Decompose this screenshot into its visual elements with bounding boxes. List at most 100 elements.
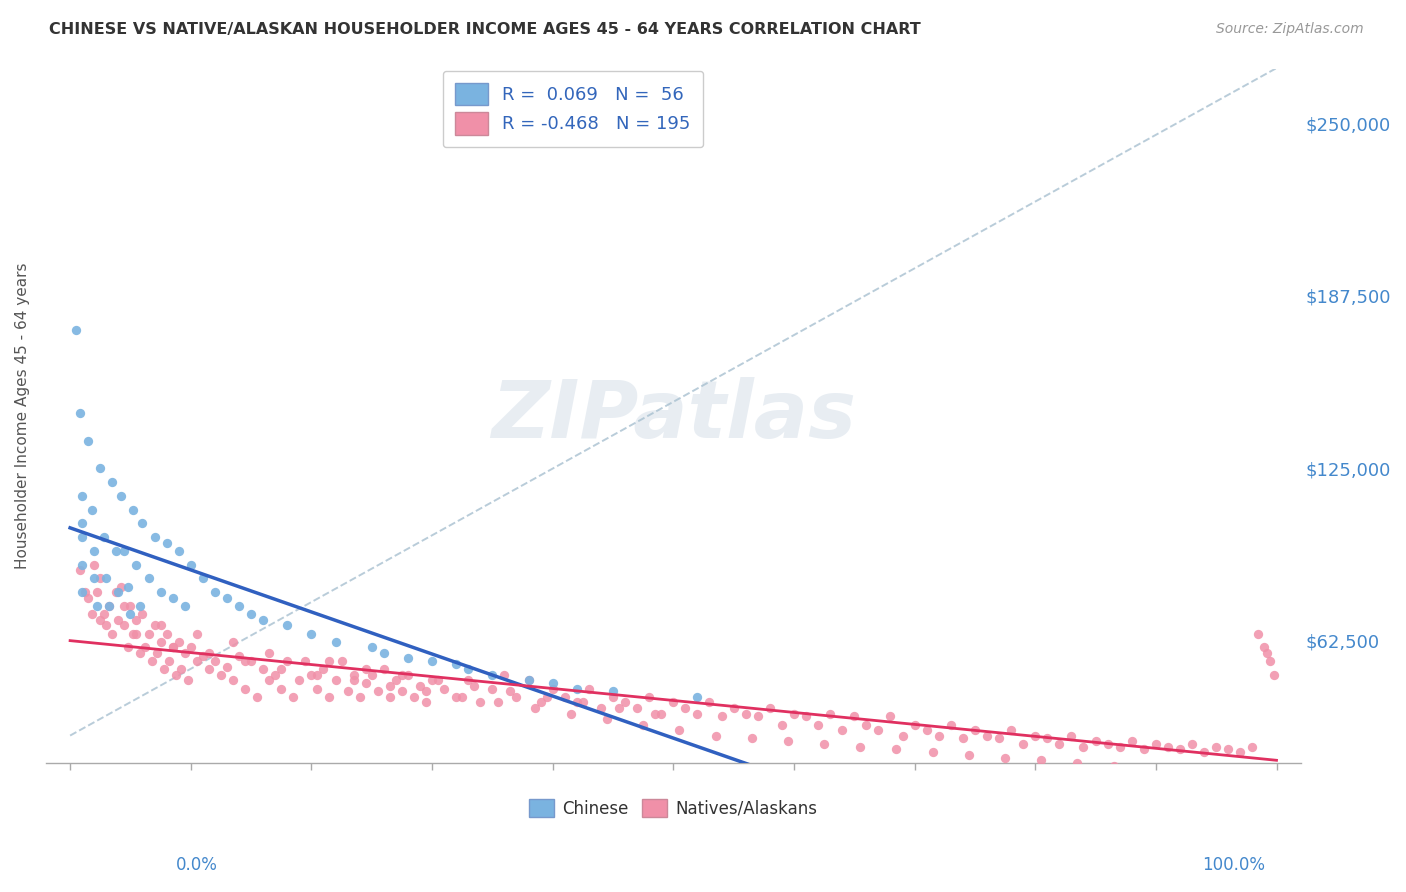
Point <box>391 668 413 682</box>
Point <box>69 563 91 577</box>
Point <box>517 673 540 688</box>
Point <box>1229 745 1251 759</box>
Point <box>294 654 316 668</box>
Point <box>1218 742 1240 756</box>
Point <box>89 613 111 627</box>
Point <box>96 618 118 632</box>
Point <box>1031 753 1053 767</box>
Point <box>1097 737 1119 751</box>
Point <box>354 676 377 690</box>
Point <box>427 673 450 688</box>
Point <box>560 706 582 721</box>
Point <box>131 516 153 531</box>
Point <box>299 626 322 640</box>
Point <box>638 690 661 704</box>
Point <box>101 475 124 489</box>
Point <box>1024 729 1046 743</box>
Point <box>180 558 202 572</box>
Point <box>191 571 214 585</box>
Point <box>1084 734 1107 748</box>
Text: CHINESE VS NATIVE/ALASKAN HOUSEHOLDER INCOME AGES 45 - 64 YEARS CORRELATION CHAR: CHINESE VS NATIVE/ALASKAN HOUSEHOLDER IN… <box>49 22 921 37</box>
Point <box>138 571 160 585</box>
Point <box>626 701 648 715</box>
Point <box>409 679 432 693</box>
Point <box>165 668 187 682</box>
Point <box>759 701 782 715</box>
Point <box>325 673 347 688</box>
Point <box>228 648 250 663</box>
Point <box>198 662 221 676</box>
Point <box>831 723 853 737</box>
Point <box>215 591 238 605</box>
Point <box>129 646 152 660</box>
Point <box>156 626 179 640</box>
Point <box>1066 756 1088 771</box>
Point <box>240 654 263 668</box>
Point <box>673 701 696 715</box>
Point <box>70 489 93 503</box>
Point <box>1139 762 1161 776</box>
Point <box>112 544 135 558</box>
Point <box>117 580 139 594</box>
Point <box>89 571 111 585</box>
Point <box>307 668 329 682</box>
Point <box>233 654 256 668</box>
Point <box>373 646 395 660</box>
Point <box>704 729 727 743</box>
Point <box>97 599 120 613</box>
Point <box>270 681 292 696</box>
Point <box>396 668 419 682</box>
Point <box>891 729 914 743</box>
Point <box>318 690 340 704</box>
Point <box>734 706 756 721</box>
Point <box>1073 739 1095 754</box>
Point <box>391 684 413 698</box>
Point <box>1000 723 1022 737</box>
Point <box>77 591 100 605</box>
Point <box>77 434 100 448</box>
Point <box>578 681 600 696</box>
Point <box>336 684 359 698</box>
Point <box>957 747 980 762</box>
Point <box>644 706 666 721</box>
Point <box>70 530 93 544</box>
Point <box>710 709 733 723</box>
Point <box>565 681 588 696</box>
Point <box>101 626 124 640</box>
Point <box>134 640 156 655</box>
Point <box>143 618 166 632</box>
Point <box>70 516 93 531</box>
Point <box>83 558 105 572</box>
Point <box>69 406 91 420</box>
Point <box>110 580 132 594</box>
Point <box>149 635 172 649</box>
Point <box>97 599 120 613</box>
Point <box>131 607 153 622</box>
Point <box>523 701 546 715</box>
Point <box>481 668 503 682</box>
Point <box>589 701 612 715</box>
Text: ZIPatlas: ZIPatlas <box>491 376 856 455</box>
Point <box>186 654 208 668</box>
Point <box>1133 742 1156 756</box>
Point <box>107 613 129 627</box>
Point <box>360 668 382 682</box>
Point <box>209 668 232 682</box>
Point <box>385 673 408 688</box>
Point <box>776 734 799 748</box>
Point <box>939 717 962 731</box>
Point <box>807 717 830 731</box>
Point <box>723 701 745 715</box>
Point <box>121 502 143 516</box>
Point <box>1253 640 1275 655</box>
Point <box>204 654 226 668</box>
Point <box>1241 739 1264 754</box>
Point <box>318 654 340 668</box>
Point <box>572 696 595 710</box>
Point <box>541 681 564 696</box>
Point <box>631 717 654 731</box>
Point <box>699 696 721 710</box>
Point <box>505 690 527 704</box>
Text: 100.0%: 100.0% <box>1202 856 1265 874</box>
Point <box>222 635 245 649</box>
